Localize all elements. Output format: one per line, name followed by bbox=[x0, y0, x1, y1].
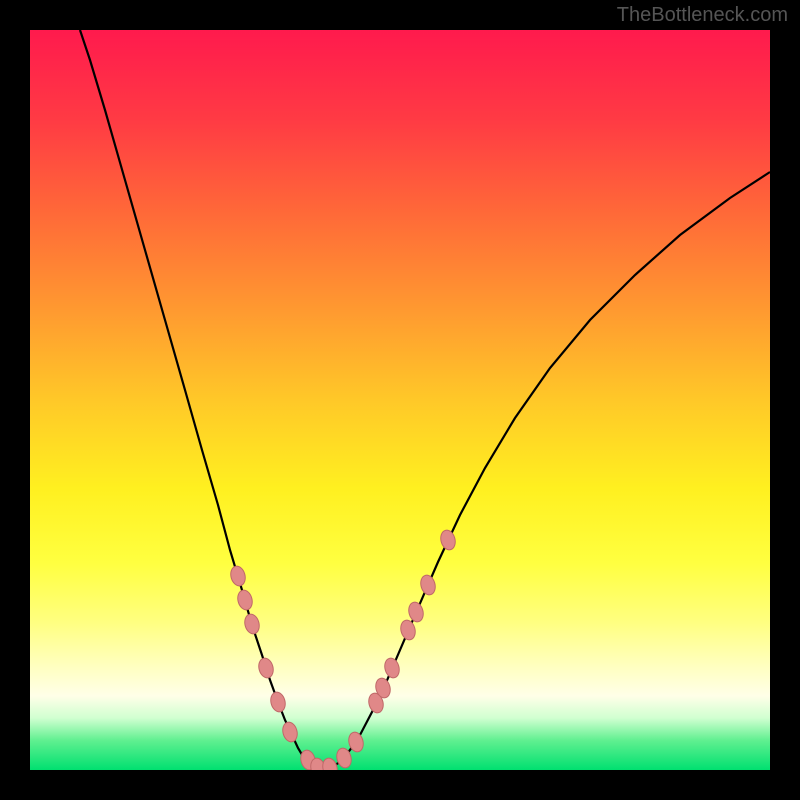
marker-point bbox=[229, 565, 248, 588]
marker-point bbox=[243, 613, 262, 636]
marker-group bbox=[229, 529, 458, 770]
marker-point bbox=[439, 529, 458, 552]
marker-point bbox=[407, 601, 426, 624]
marker-point bbox=[236, 589, 255, 612]
plot-area bbox=[30, 30, 770, 770]
marker-point bbox=[257, 657, 276, 680]
marker-point bbox=[281, 721, 300, 744]
curve-left bbox=[80, 30, 320, 770]
curve-layer bbox=[30, 30, 770, 770]
curve-right bbox=[320, 172, 770, 770]
marker-point bbox=[269, 691, 288, 714]
marker-point bbox=[419, 574, 438, 597]
marker-point bbox=[399, 619, 418, 642]
marker-point bbox=[383, 657, 402, 680]
watermark-text: TheBottleneck.com bbox=[617, 4, 788, 27]
